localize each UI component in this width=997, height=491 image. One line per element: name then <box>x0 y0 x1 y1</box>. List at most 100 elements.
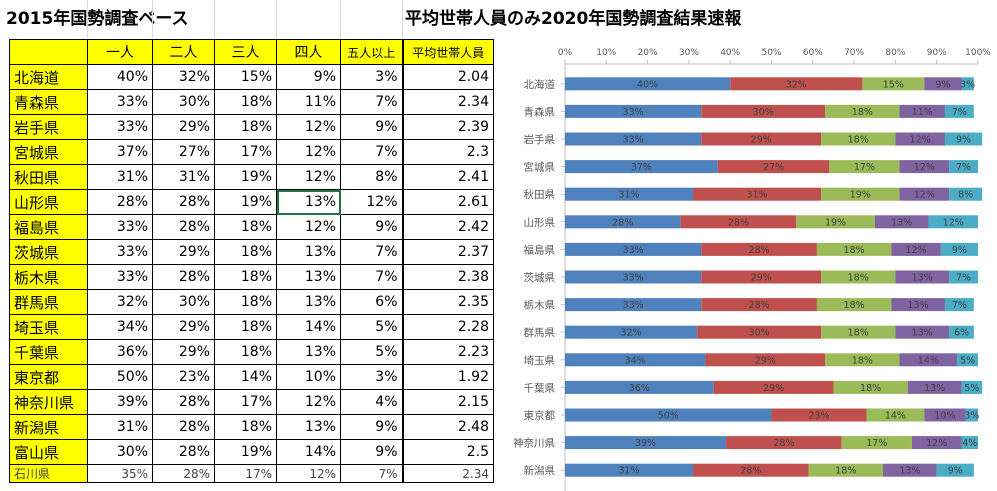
percent-cell[interactable]: 18% <box>214 89 277 115</box>
percent-cell[interactable]: 18% <box>214 414 277 440</box>
percent-cell[interactable]: 32% <box>152 64 215 90</box>
percent-cell[interactable]: 11% <box>276 89 341 115</box>
avg-household-cell[interactable]: 2.37 <box>401 239 494 265</box>
percent-cell[interactable]: 17% <box>214 389 277 415</box>
prefecture-cell[interactable]: 埼玉県 <box>9 314 88 340</box>
percent-cell[interactable]: 8% <box>340 164 403 190</box>
percent-cell[interactable]: 12% <box>276 464 341 483</box>
avg-household-cell[interactable]: 2.28 <box>401 314 494 340</box>
avg-household-cell[interactable]: 2.15 <box>401 389 494 415</box>
percent-cell[interactable]: 33% <box>87 114 153 140</box>
prefecture-cell[interactable]: 秋田県 <box>9 164 88 190</box>
avg-household-cell[interactable]: 2.23 <box>401 339 494 365</box>
header-three-person[interactable]: 三人 <box>214 39 277 65</box>
percent-cell[interactable]: 18% <box>214 114 277 140</box>
percent-cell[interactable]: 9% <box>276 64 341 90</box>
avg-household-cell[interactable]: 2.5 <box>401 439 494 465</box>
percent-cell[interactable]: 9% <box>340 414 403 440</box>
percent-cell[interactable]: 29% <box>152 314 215 340</box>
percent-cell[interactable]: 35% <box>87 464 153 483</box>
prefecture-cell[interactable]: 青森県 <box>9 89 88 115</box>
percent-cell[interactable]: 3% <box>340 364 403 390</box>
percent-cell[interactable]: 28% <box>152 189 215 215</box>
header-four-person[interactable]: 四人 <box>276 39 341 65</box>
prefecture-cell[interactable]: 北海道 <box>9 64 88 90</box>
percent-cell[interactable]: 28% <box>152 214 215 240</box>
percent-cell[interactable]: 7% <box>340 464 403 483</box>
percent-cell[interactable]: 18% <box>214 289 277 315</box>
percent-cell[interactable]: 37% <box>87 139 153 165</box>
percent-cell[interactable]: 23% <box>152 364 215 390</box>
percent-cell[interactable]: 7% <box>340 139 403 165</box>
percent-cell[interactable]: 29% <box>152 339 215 365</box>
prefecture-cell[interactable]: 山形県 <box>9 189 88 215</box>
avg-household-cell[interactable]: 2.39 <box>401 114 494 140</box>
percent-cell[interactable]: 33% <box>87 214 153 240</box>
prefecture-cell[interactable]: 栃木県 <box>9 264 88 290</box>
percent-cell[interactable]: 9% <box>340 439 403 465</box>
percent-cell[interactable]: 39% <box>87 389 153 415</box>
percent-cell[interactable]: 28% <box>152 464 215 483</box>
prefecture-cell[interactable]: 神奈川県 <box>9 389 88 415</box>
header-avg-household[interactable]: 平均世帯人員 <box>401 39 494 65</box>
percent-cell[interactable]: 18% <box>214 339 277 365</box>
percent-cell[interactable]: 13% <box>276 189 341 215</box>
percent-cell[interactable]: 6% <box>340 289 403 315</box>
percent-cell[interactable]: 29% <box>152 239 215 265</box>
percent-cell[interactable]: 14% <box>214 364 277 390</box>
percent-cell[interactable]: 31% <box>87 164 153 190</box>
avg-household-cell[interactable]: 2.34 <box>401 89 494 115</box>
prefecture-cell[interactable]: 東京都 <box>9 364 88 390</box>
percent-cell[interactable]: 9% <box>340 214 403 240</box>
percent-cell[interactable]: 40% <box>87 64 153 90</box>
stacked-bar-chart[interactable]: 0% 10% 20% 30% 40% 50% 60% 70% 80% 90% 100% 北海道 40% 3… <box>500 39 997 491</box>
avg-household-cell[interactable]: 2.48 <box>401 414 494 440</box>
percent-cell[interactable]: 36% <box>87 339 153 365</box>
percent-cell[interactable]: 2.34 <box>401 464 494 483</box>
percent-cell[interactable]: 33% <box>87 264 153 290</box>
percent-cell[interactable]: 7% <box>340 89 403 115</box>
percent-cell[interactable]: 30% <box>152 289 215 315</box>
percent-cell[interactable]: 5% <box>340 314 403 340</box>
percent-cell[interactable]: 3% <box>340 64 403 90</box>
percent-cell[interactable]: 10% <box>276 364 341 390</box>
percent-cell[interactable]: 13% <box>276 289 341 315</box>
prefecture-cell[interactable]: 群馬県 <box>9 289 88 315</box>
header-two-person[interactable]: 二人 <box>152 39 215 65</box>
avg-household-cell[interactable]: 2.41 <box>401 164 494 190</box>
percent-cell[interactable]: 7% <box>340 264 403 290</box>
percent-cell[interactable]: 12% <box>276 389 341 415</box>
avg-household-cell[interactable]: 2.35 <box>401 289 494 315</box>
prefecture-cell[interactable]: 富山県 <box>9 439 88 465</box>
percent-cell[interactable]: 17% <box>214 139 277 165</box>
percent-cell[interactable]: 18% <box>214 314 277 340</box>
percent-cell[interactable]: 19% <box>214 189 277 215</box>
percent-cell[interactable]: 12% <box>340 189 403 215</box>
percent-cell[interactable]: 34% <box>87 314 153 340</box>
header-five-plus[interactable]: 五人以上 <box>340 39 403 65</box>
percent-cell[interactable]: 7% <box>340 239 403 265</box>
percent-cell[interactable]: 18% <box>214 239 277 265</box>
percent-cell[interactable]: 18% <box>214 264 277 290</box>
percent-cell[interactable]: 12% <box>276 214 341 240</box>
prefecture-cell[interactable]: 千葉県 <box>9 339 88 365</box>
header-cell-empty[interactable] <box>9 39 88 65</box>
percent-cell[interactable]: 12% <box>276 114 341 140</box>
percent-cell[interactable]: 13% <box>276 414 341 440</box>
prefecture-cell[interactable]: 岩手県 <box>9 114 88 140</box>
percent-cell[interactable]: 13% <box>276 339 341 365</box>
percent-cell[interactable]: 5% <box>340 339 403 365</box>
percent-cell[interactable]: 4% <box>340 389 403 415</box>
percent-cell[interactable]: 28% <box>87 189 153 215</box>
avg-household-cell[interactable]: 1.92 <box>401 364 494 390</box>
percent-cell[interactable]: 31% <box>152 164 215 190</box>
percent-cell[interactable]: 29% <box>152 114 215 140</box>
prefecture-cell[interactable]: 石川県 <box>9 464 88 483</box>
percent-cell[interactable]: 13% <box>276 264 341 290</box>
percent-cell[interactable]: 31% <box>87 414 153 440</box>
avg-household-cell[interactable]: 2.38 <box>401 264 494 290</box>
percent-cell[interactable]: 28% <box>152 264 215 290</box>
percent-cell[interactable]: 12% <box>276 139 341 165</box>
avg-household-cell[interactable]: 2.3 <box>401 139 494 165</box>
percent-cell[interactable]: 27% <box>152 139 215 165</box>
